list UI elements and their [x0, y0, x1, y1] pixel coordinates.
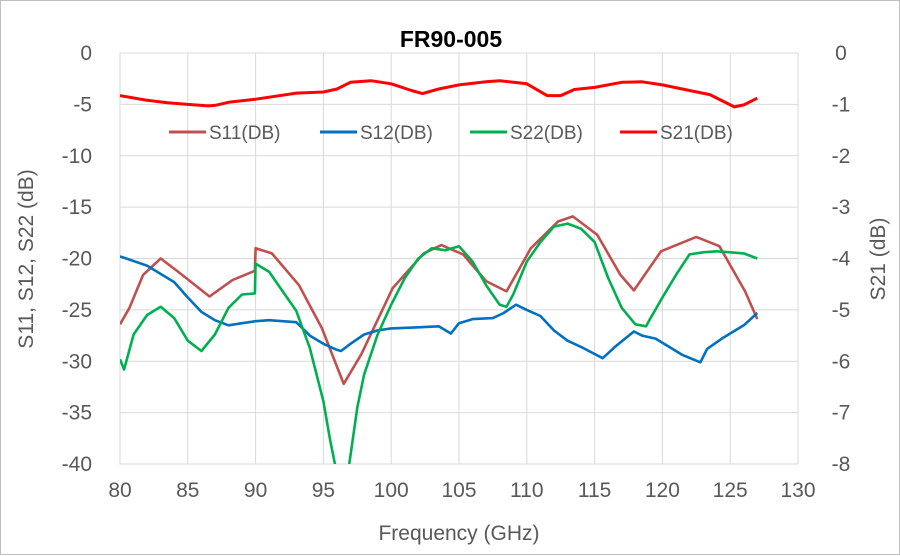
- x-tick-label: 85: [176, 479, 199, 502]
- x-tick-label: 105: [441, 479, 476, 502]
- y2-tick-label: -3: [832, 196, 851, 219]
- y2-tick-label: -2: [832, 145, 851, 168]
- y-tick-label: -10: [62, 145, 92, 168]
- x-tick-label: 120: [645, 479, 680, 502]
- y2-tick-label: -7: [832, 402, 851, 425]
- legend-label: S12(DB): [360, 123, 433, 144]
- x-tick-label: 125: [713, 479, 748, 502]
- y-tick-label: -20: [62, 248, 92, 271]
- y-tick-label: -5: [73, 93, 92, 116]
- x-tick-label: 90: [244, 479, 267, 502]
- chart-title: FR90-005: [400, 26, 502, 52]
- legend-label: S21(DB): [660, 123, 733, 144]
- legend: S11(DB) S12(DB) S22(DB) S21(DB): [169, 123, 733, 144]
- x-axis-label: Frequency (GHz): [378, 522, 539, 545]
- legend-label: S11(DB): [209, 123, 280, 144]
- tick-labels: 80 85 90 95 100 105 110 115 120 125 1300-5-10-15-2…: [62, 42, 851, 502]
- y-tick-label: -15: [62, 196, 92, 219]
- gridlines: [119, 52, 799, 465]
- x-tick-label: 110: [510, 479, 543, 502]
- y-tick-label: -40: [62, 453, 92, 476]
- y-axis-label: S11, S12, S22 (dB): [15, 169, 38, 348]
- y2-tick-label: -6: [832, 350, 851, 373]
- x-tick-label: 95: [312, 479, 335, 502]
- y2-tick-label: -4: [832, 248, 851, 271]
- x-tick-label: 115: [578, 479, 611, 502]
- series-line-s22db: [120, 222, 758, 464]
- y2-tick-label: 0: [835, 42, 847, 65]
- x-tick-label: 80: [108, 479, 131, 502]
- series-line-s12db: [120, 255, 759, 364]
- series-group: [120, 79, 759, 464]
- y2-tick-label: -5: [832, 299, 851, 322]
- plot-border: [119, 52, 799, 465]
- series-line-s21db: [120, 79, 758, 109]
- y-tick-label: -25: [62, 299, 92, 322]
- x-tick-label: 130: [780, 479, 815, 502]
- y2-tick-label: -1: [832, 93, 851, 116]
- y-tick-label: -35: [62, 402, 92, 425]
- y-tick-label: 0: [80, 42, 92, 65]
- x-tick-label: 100: [374, 479, 409, 502]
- y-tick-label: -30: [62, 350, 92, 373]
- legend-label: S22(DB): [510, 123, 583, 144]
- y2-tick-label: -8: [832, 453, 851, 476]
- y2-axis-label: S21 (dB): [867, 218, 890, 301]
